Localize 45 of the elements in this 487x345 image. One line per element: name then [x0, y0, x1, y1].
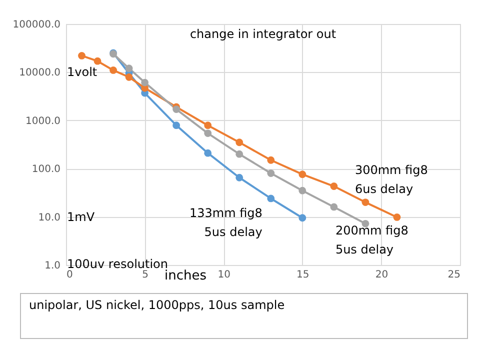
point — [298, 186, 306, 194]
y-tick-label: 10000.0 — [19, 68, 60, 79]
annotation: 1volt — [67, 65, 98, 79]
y-tick-label: 1000.0 — [26, 116, 60, 127]
point — [393, 214, 401, 221]
point — [125, 73, 133, 81]
x-tick-label: 10 — [218, 270, 230, 280]
x-tick-label: 25 — [448, 270, 460, 280]
x-tick-label: 5 — [142, 270, 148, 280]
point — [298, 170, 306, 178]
point — [267, 170, 275, 177]
x-tick-label: 0 — [66, 270, 73, 280]
x-tick-label: 20 — [375, 270, 388, 280]
point — [267, 156, 275, 164]
point — [94, 57, 102, 65]
point — [204, 130, 212, 137]
point — [298, 214, 306, 222]
point — [330, 182, 338, 190]
series-label: 133mm fig8 5us delay — [189, 206, 262, 239]
point — [362, 198, 370, 206]
point — [204, 149, 212, 157]
series-label: 300mm fig8 6us delay — [354, 163, 428, 196]
point — [172, 122, 180, 130]
y-tick-label: 100000.0 — [12, 20, 60, 30]
point — [78, 52, 86, 60]
y-tick-label: 1.0 — [44, 260, 60, 272]
point — [330, 203, 338, 211]
point — [172, 106, 180, 113]
annotation: 100uv resolution — [67, 257, 168, 271]
point — [125, 64, 133, 72]
y-tick-label: 100.0 — [32, 164, 60, 176]
point — [236, 150, 244, 158]
y-tick-label: 10.0 — [38, 212, 60, 224]
series-label: 200mm fig8 5us delay — [335, 224, 408, 257]
text: unipolar, US nickel, 1000pps, 10us sample — [20, 293, 468, 339]
point — [267, 194, 275, 202]
annotation: 1mV — [67, 210, 96, 224]
point — [110, 66, 117, 74]
point — [204, 122, 212, 130]
point — [236, 138, 244, 146]
point — [236, 174, 244, 182]
x-tick-label: 15 — [296, 270, 310, 280]
x-axis-title: inches — [164, 268, 207, 284]
point — [141, 78, 149, 86]
chart-title: change in integrator out — [190, 27, 336, 41]
